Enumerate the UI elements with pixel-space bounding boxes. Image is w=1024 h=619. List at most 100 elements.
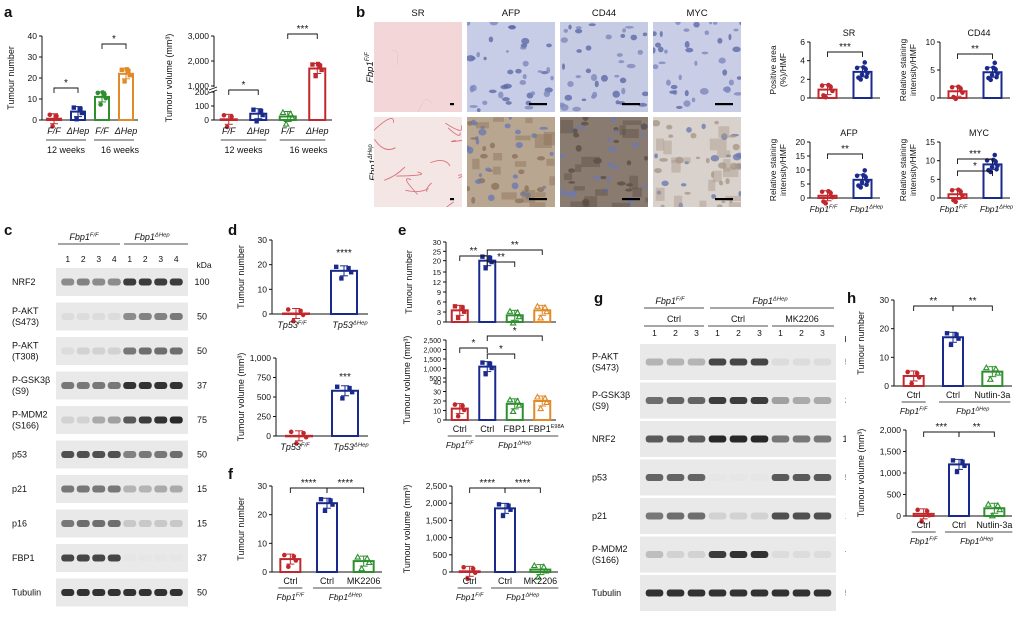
blot-band — [169, 589, 183, 596]
blot-band — [76, 589, 90, 596]
data-point — [98, 102, 103, 107]
blot-band-label: (S9) — [12, 386, 29, 396]
blot-band-label: Tubulin — [592, 588, 621, 598]
blot-band — [107, 520, 121, 527]
lane-number: 3 — [820, 328, 825, 338]
blot-band — [138, 347, 152, 355]
data-point — [992, 365, 1000, 372]
blot-band — [61, 520, 75, 527]
blot-band — [123, 451, 137, 458]
y-tick-label: 1,000 — [426, 533, 448, 543]
data-point — [508, 507, 513, 512]
chart-h-tumour-volume: 0 500 1,000 1,500 2,000 Tumour volume (mm³) **… — [856, 422, 1012, 546]
blot-band — [708, 589, 727, 597]
blot-band — [154, 278, 168, 286]
data-point — [349, 389, 355, 395]
data-point — [949, 187, 955, 193]
data-point — [861, 65, 866, 70]
histology-column-label: MYC — [686, 8, 708, 19]
x-tick-label: Ctrl — [498, 576, 512, 586]
axis-break — [208, 89, 218, 94]
data-point — [854, 173, 860, 179]
blot-band-label: p53 — [12, 450, 27, 460]
sig-bracket — [957, 170, 993, 176]
blot-band — [138, 382, 152, 389]
sig-bracket — [486, 353, 516, 359]
kda-value: 37 — [197, 381, 207, 391]
blot-band — [138, 520, 152, 527]
significance-label: ** — [497, 252, 505, 263]
x-tick-label: Ctrl — [907, 390, 921, 400]
chart-f-tumour-volume: 0 500 1,000 1,500 2,000 2,500 Tumour volume (m… — [402, 478, 559, 602]
genotype-label: Fbp1F/F — [900, 406, 928, 416]
y-tick-label: 1,500 — [426, 515, 448, 525]
significance-label: *** — [935, 422, 947, 433]
data-point — [540, 563, 548, 570]
histology-column-label: SR — [411, 8, 425, 19]
data-point — [452, 402, 458, 407]
data-point — [960, 193, 965, 198]
blot-band — [92, 416, 106, 424]
y-axis-label: Tumour volume (mm³) — [164, 34, 174, 123]
blot-band — [138, 278, 152, 286]
kda-value: 37 — [197, 553, 207, 563]
data-point — [455, 315, 461, 321]
panel-label-g: g — [594, 290, 604, 307]
data-point — [944, 331, 950, 336]
y-tick-label: 1,000 — [188, 81, 210, 91]
blot-band — [138, 313, 152, 320]
blot-band — [123, 520, 137, 527]
y-tick-label: 1,500 — [880, 447, 902, 457]
blot-band — [687, 589, 706, 597]
x-tick-label: MK2206 — [524, 576, 558, 586]
data-point — [480, 254, 485, 259]
y-axis-label: Tumour number — [236, 497, 246, 561]
genotype-label: Fbp1ΔHep — [498, 440, 531, 450]
kda-label: kDa — [844, 334, 846, 344]
data-point — [363, 554, 371, 561]
y-tick-label: 6 — [437, 298, 441, 307]
data-point — [830, 88, 835, 94]
lane-number: 1 — [715, 328, 720, 338]
blot-band — [750, 589, 769, 597]
y-axis-label: Tumour number — [856, 311, 866, 375]
sig-bracket — [459, 347, 488, 353]
blot-strip — [56, 544, 188, 572]
sig-bracket — [53, 87, 79, 93]
blot-band — [792, 358, 811, 366]
data-point — [821, 93, 826, 98]
blot-band — [107, 313, 121, 320]
data-point — [328, 498, 333, 503]
y-tick-label: 0 — [437, 318, 441, 327]
y-axis-label: (%)/HMF — [778, 53, 788, 87]
western-blot-g: Fbp1F/FFbp1ΔHepCtrlCtrlMK2206123123123kD… — [588, 292, 846, 612]
blot-band-label: P-MDM2 — [12, 410, 48, 420]
significance-label: * — [499, 344, 503, 355]
y-tick-label: 1,000 — [880, 468, 902, 478]
y-tick-label: 20 — [258, 260, 268, 270]
data-point — [330, 502, 335, 507]
blot-band — [76, 485, 90, 493]
group-label: 12 weeks — [224, 145, 263, 155]
blot-band-label: (S473) — [592, 363, 619, 373]
blot-band — [771, 358, 790, 366]
y-axis-label: Relative staining — [898, 39, 908, 102]
y-tick-label: 0 — [262, 309, 267, 319]
blot-band — [687, 551, 706, 558]
panel-label-a: a — [4, 4, 13, 21]
data-point — [119, 67, 124, 72]
y-tick-label: 10 — [926, 156, 936, 166]
blot-band — [61, 347, 75, 355]
significance-label: ** — [929, 296, 937, 307]
data-point — [74, 117, 79, 122]
significance-label: **** — [338, 478, 354, 489]
blot-band — [154, 589, 168, 596]
significance-label: ** — [511, 240, 519, 251]
data-point — [986, 75, 991, 81]
blot-band — [666, 512, 685, 520]
blot-band — [792, 551, 811, 558]
y-tick-label: 40 — [433, 380, 441, 387]
blot-band — [154, 554, 168, 562]
data-point — [533, 302, 541, 309]
chart-title: CD44 — [967, 28, 990, 38]
